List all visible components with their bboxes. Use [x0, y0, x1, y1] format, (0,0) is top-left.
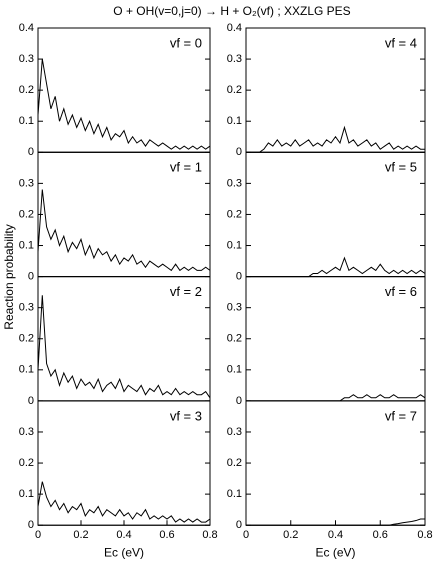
- y-tick-label: 0: [28, 146, 34, 158]
- y-tick-label: 0.2: [227, 84, 242, 96]
- y-tick-label: 0.1: [19, 115, 34, 127]
- x-tick-label: 0.8: [202, 529, 217, 541]
- panel-label: vf = 2: [170, 284, 202, 299]
- y-tick-label: 0.2: [19, 208, 34, 220]
- y-tick-label: 0: [28, 395, 34, 407]
- y-tick-label: 0.4: [227, 22, 242, 34]
- data-line: [246, 518, 425, 526]
- x-tick-label: 0.4: [116, 529, 131, 541]
- panel-label: vf = 5: [385, 160, 417, 175]
- y-tick-label: 0.1: [19, 488, 34, 500]
- y-tick-label: 0.3: [19, 177, 34, 189]
- y-tick-label: 0.2: [227, 333, 242, 345]
- panel-label: vf = 6: [385, 284, 417, 299]
- y-axis-label: Reaction probability: [2, 224, 16, 329]
- y-tick-label: 0.1: [227, 115, 242, 127]
- data-line: [37, 295, 211, 399]
- y-tick-label: 0.1: [227, 488, 242, 500]
- x-tick-label: 0.8: [417, 529, 432, 541]
- data-line: [246, 394, 426, 402]
- y-tick-label: 0: [236, 146, 242, 158]
- y-tick-label: 0.1: [19, 364, 34, 376]
- x-axis-label: Ec (eV): [104, 545, 144, 559]
- x-axis-label: Ec (eV): [315, 545, 355, 559]
- y-tick-label: 0.2: [227, 457, 242, 469]
- y-tick-label: 0.1: [227, 364, 242, 376]
- x-tick-label: 0.2: [283, 529, 298, 541]
- data-line: [246, 125, 425, 153]
- y-tick-label: 0: [236, 519, 242, 531]
- y-tick-label: 0.3: [227, 302, 242, 314]
- y-tick-label: 0.3: [227, 177, 242, 189]
- y-tick-label: 0.3: [227, 53, 242, 65]
- x-tick-label: 0.2: [73, 529, 88, 541]
- panel-label: vf = 4: [385, 35, 417, 50]
- data-line: [37, 481, 211, 523]
- x-tick-label: 0: [243, 529, 249, 541]
- y-tick-label: 0.2: [19, 333, 34, 345]
- x-tick-label: 0.6: [373, 529, 388, 541]
- x-tick-label: 0.4: [328, 529, 343, 541]
- y-tick-label: 0.3: [19, 53, 34, 65]
- y-tick-label: 0: [28, 271, 34, 283]
- y-tick-label: 0.2: [19, 84, 34, 96]
- y-tick-label: 0.2: [19, 457, 34, 469]
- panel-label: vf = 0: [170, 35, 202, 50]
- y-tick-label: 0: [236, 395, 242, 407]
- y-tick-label: 0.3: [227, 426, 242, 438]
- y-tick-label: 0.4: [19, 22, 34, 34]
- y-tick-label: 0.1: [19, 239, 34, 251]
- y-tick-label: 0.2: [227, 208, 242, 220]
- figure-title: O + OH(v=0,j=0) → H + O₂(vf) ; XXZLG PES: [113, 4, 350, 18]
- y-tick-label: 0.3: [19, 302, 34, 314]
- y-tick-label: 0: [28, 519, 34, 531]
- data-line: [37, 189, 211, 272]
- data-line: [37, 58, 211, 150]
- x-tick-label: 0: [35, 529, 41, 541]
- x-tick-label: 0.6: [159, 529, 174, 541]
- data-line: [246, 256, 426, 278]
- y-tick-label: 0: [236, 271, 242, 283]
- panel-label: vf = 1: [170, 160, 202, 175]
- panel-label: vf = 7: [385, 408, 417, 423]
- panel-label: vf = 3: [170, 408, 202, 423]
- y-tick-label: 0.3: [19, 426, 34, 438]
- y-tick-label: 0.1: [227, 239, 242, 251]
